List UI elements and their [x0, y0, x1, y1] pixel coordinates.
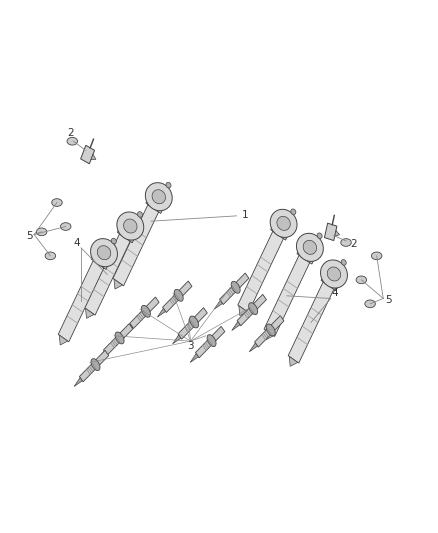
Polygon shape: [237, 294, 266, 326]
Text: 3: 3: [187, 342, 194, 351]
Polygon shape: [85, 309, 94, 318]
Ellipse shape: [166, 182, 171, 188]
Ellipse shape: [277, 216, 290, 230]
Polygon shape: [114, 279, 123, 289]
Ellipse shape: [52, 199, 62, 206]
Polygon shape: [214, 300, 223, 309]
Ellipse shape: [45, 252, 56, 260]
Ellipse shape: [117, 212, 144, 240]
Ellipse shape: [152, 190, 166, 204]
Ellipse shape: [138, 212, 143, 217]
Polygon shape: [335, 230, 339, 236]
Ellipse shape: [111, 238, 117, 244]
Ellipse shape: [174, 289, 183, 301]
Ellipse shape: [249, 303, 258, 314]
Polygon shape: [195, 326, 225, 358]
Polygon shape: [264, 255, 310, 336]
Ellipse shape: [365, 300, 375, 308]
Polygon shape: [58, 261, 104, 342]
Ellipse shape: [321, 260, 347, 288]
Polygon shape: [321, 276, 338, 291]
Polygon shape: [74, 377, 82, 386]
Ellipse shape: [317, 233, 322, 239]
Polygon shape: [219, 273, 249, 304]
Ellipse shape: [341, 239, 351, 246]
Ellipse shape: [97, 246, 111, 260]
Text: 4: 4: [332, 288, 339, 298]
Polygon shape: [288, 282, 334, 363]
Polygon shape: [91, 155, 96, 160]
Polygon shape: [271, 225, 288, 240]
Polygon shape: [178, 308, 207, 339]
Ellipse shape: [115, 332, 124, 344]
Ellipse shape: [266, 324, 275, 336]
Polygon shape: [157, 308, 166, 317]
Polygon shape: [190, 353, 198, 362]
Ellipse shape: [291, 209, 296, 215]
Text: 5: 5: [26, 231, 33, 240]
Ellipse shape: [231, 281, 240, 293]
Ellipse shape: [91, 239, 117, 266]
Polygon shape: [265, 330, 274, 340]
Ellipse shape: [371, 252, 382, 260]
Ellipse shape: [270, 209, 297, 237]
Polygon shape: [59, 335, 68, 345]
Polygon shape: [162, 281, 192, 312]
Polygon shape: [254, 316, 284, 347]
Ellipse shape: [124, 219, 137, 233]
Polygon shape: [113, 205, 159, 286]
Polygon shape: [325, 223, 337, 240]
Polygon shape: [81, 146, 95, 164]
Ellipse shape: [356, 276, 367, 284]
Polygon shape: [173, 335, 181, 344]
Polygon shape: [249, 343, 258, 352]
Text: 5: 5: [385, 295, 392, 305]
Polygon shape: [232, 321, 240, 330]
Polygon shape: [238, 231, 283, 312]
Polygon shape: [91, 254, 108, 270]
Ellipse shape: [303, 240, 317, 254]
Ellipse shape: [91, 359, 100, 370]
Ellipse shape: [297, 233, 323, 261]
Polygon shape: [146, 198, 163, 214]
Polygon shape: [85, 234, 130, 315]
Ellipse shape: [36, 228, 47, 236]
Polygon shape: [117, 228, 134, 243]
Polygon shape: [124, 324, 133, 333]
Ellipse shape: [60, 223, 71, 230]
Text: 2: 2: [67, 128, 74, 138]
Polygon shape: [239, 306, 247, 316]
Text: 2: 2: [350, 239, 357, 248]
Polygon shape: [130, 297, 159, 328]
Ellipse shape: [141, 305, 150, 317]
Text: 1: 1: [242, 210, 249, 220]
Ellipse shape: [327, 267, 341, 281]
Polygon shape: [79, 350, 109, 382]
Polygon shape: [289, 357, 298, 366]
Ellipse shape: [341, 260, 346, 265]
Polygon shape: [103, 324, 133, 355]
Ellipse shape: [190, 316, 198, 328]
Ellipse shape: [67, 138, 78, 145]
Ellipse shape: [207, 335, 216, 346]
Polygon shape: [98, 351, 106, 360]
Text: 4: 4: [73, 238, 80, 247]
Ellipse shape: [145, 183, 172, 211]
Polygon shape: [297, 249, 314, 264]
